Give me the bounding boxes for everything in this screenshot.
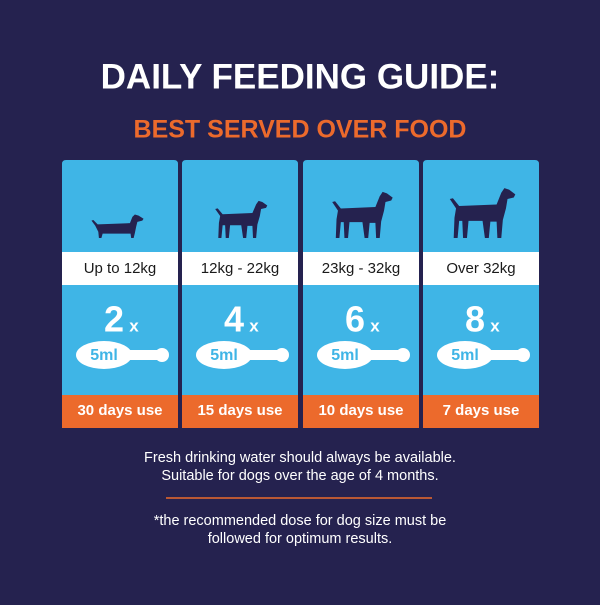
dose-count: 2 bbox=[104, 299, 124, 340]
dose-count: 4 bbox=[224, 299, 244, 340]
card: Over 32kg 8 x 5ml 7 days use bbox=[423, 160, 539, 428]
card: 12kg - 22kg 4 x 5ml 15 days use bbox=[182, 160, 298, 428]
dose-count: 6 bbox=[345, 299, 365, 340]
size-label: 12kg - 22kg bbox=[201, 260, 279, 277]
note: Suitable for dogs over the age of 4 mont… bbox=[161, 468, 438, 484]
title: DAILY FEEDING GUIDE: bbox=[101, 57, 500, 96]
dog-icon bbox=[91, 214, 144, 238]
dog-icon bbox=[332, 191, 393, 238]
dose-multiplier: x bbox=[249, 316, 259, 335]
footnote: followed for optimum results. bbox=[208, 531, 393, 547]
dose-volume: 5ml bbox=[210, 347, 238, 364]
duration-label: 10 days use bbox=[318, 402, 403, 419]
dose-multiplier: x bbox=[129, 316, 139, 335]
duration-band bbox=[62, 395, 178, 428]
spoon-tip bbox=[155, 348, 169, 362]
dog-icon bbox=[215, 200, 268, 238]
dose-count: 8 bbox=[465, 299, 485, 340]
size-band bbox=[303, 252, 419, 285]
card-top bbox=[423, 160, 539, 428]
duration-band bbox=[423, 395, 539, 428]
card-top bbox=[303, 160, 419, 428]
duration-band bbox=[303, 395, 419, 428]
dose-volume: 5ml bbox=[331, 347, 359, 364]
size-band bbox=[423, 252, 539, 285]
dose-multiplier: x bbox=[370, 316, 380, 335]
spoon-tip bbox=[516, 348, 530, 362]
subtitle: BEST SERVED OVER FOOD bbox=[134, 116, 467, 144]
dose-volume: 5ml bbox=[451, 347, 479, 364]
card-top bbox=[182, 160, 298, 428]
spoon-bowl bbox=[317, 341, 373, 369]
duration-label: 30 days use bbox=[77, 402, 162, 419]
size-label: 23kg - 32kg bbox=[322, 260, 400, 277]
dose-multiplier: x bbox=[490, 316, 500, 335]
card-top bbox=[62, 160, 178, 428]
size-label: Up to 12kg bbox=[84, 260, 157, 277]
dose-volume: 5ml bbox=[90, 347, 118, 364]
duration-band bbox=[182, 395, 298, 428]
card: Up to 12kg 2 x 5ml 30 days use bbox=[62, 160, 178, 428]
spoon-bowl bbox=[196, 341, 252, 369]
spoon-tip bbox=[396, 348, 410, 362]
size-band bbox=[182, 252, 298, 285]
card: 23kg - 32kg 6 x 5ml 10 days use bbox=[303, 160, 419, 428]
duration-label: 7 days use bbox=[443, 402, 520, 419]
spoon-bowl bbox=[76, 341, 132, 369]
spoon-bowl bbox=[437, 341, 493, 369]
size-band bbox=[62, 252, 178, 285]
spoon-tip bbox=[275, 348, 289, 362]
footnote: *the recommended dose for dog size must … bbox=[154, 513, 447, 529]
size-label: Over 32kg bbox=[446, 260, 515, 277]
duration-label: 15 days use bbox=[197, 402, 282, 419]
note: Fresh drinking water should always be av… bbox=[144, 450, 456, 466]
dog-icon bbox=[449, 188, 516, 238]
